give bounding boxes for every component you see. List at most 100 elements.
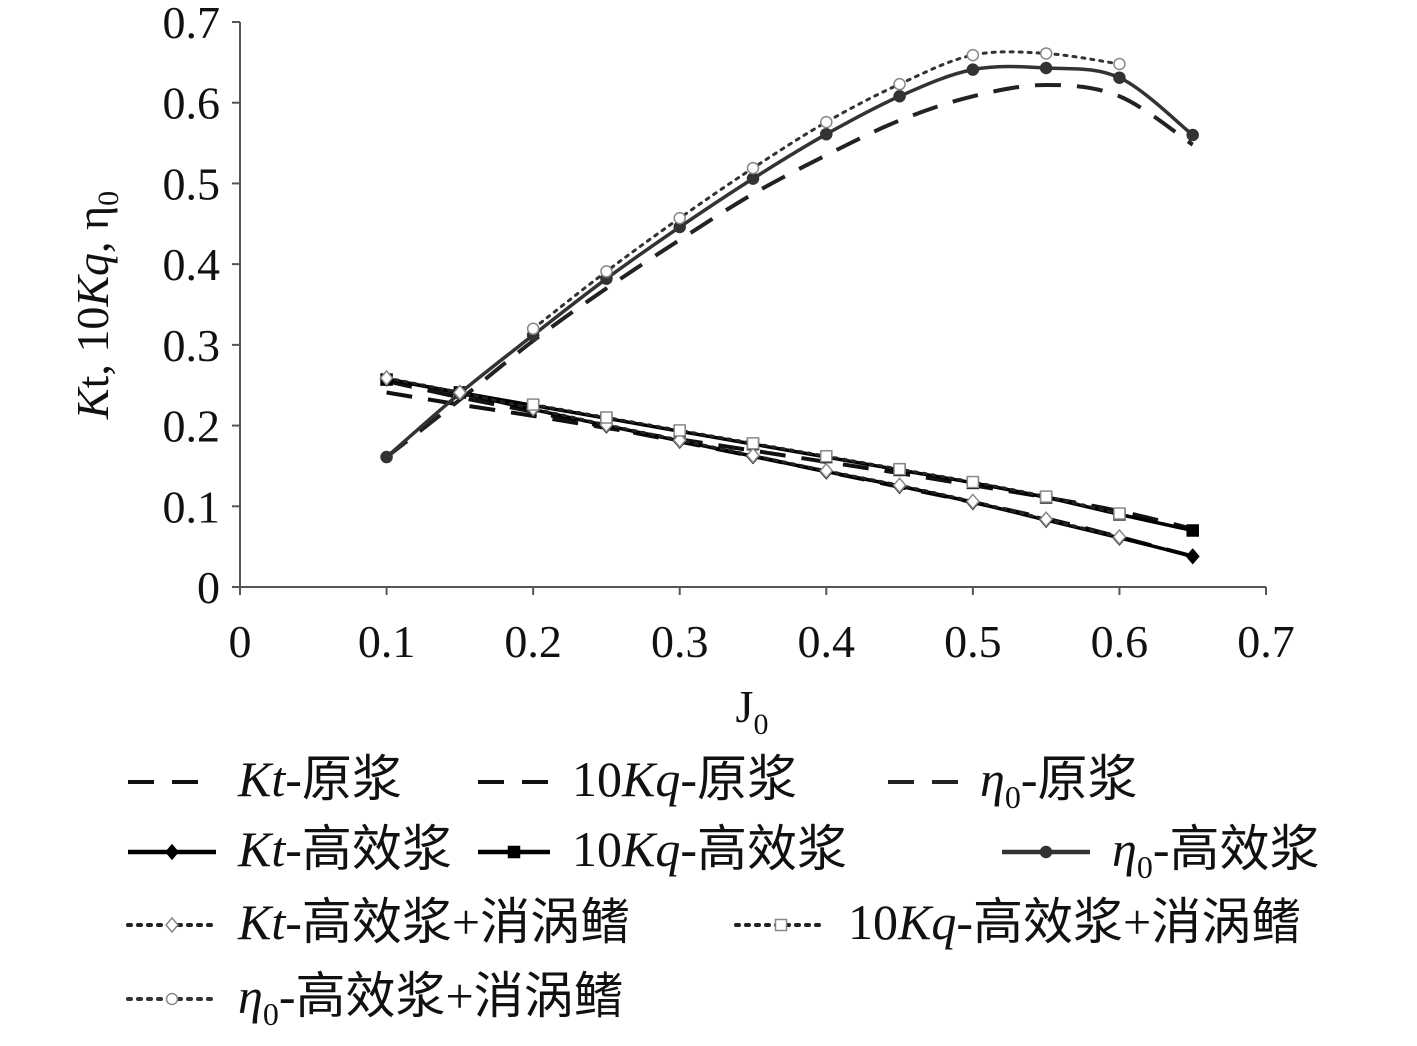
point-eta_fin bbox=[673, 211, 686, 225]
point-eta_high bbox=[1039, 61, 1053, 75]
series-line-eta_fin bbox=[531, 50, 1121, 331]
series-line-kt_orig bbox=[386, 379, 1194, 559]
x-axis-ticks: 0 0.1 0.2 0.3 0.4 0.5 0.6 0.7 bbox=[229, 587, 1295, 667]
legend-label: 10Kq-高效浆 bbox=[572, 821, 847, 877]
point-kt_fin bbox=[892, 477, 907, 494]
series-line-kt_high bbox=[386, 377, 1194, 559]
legend-item-eta_high: η0-高效浆 bbox=[1002, 821, 1319, 885]
legend-marker bbox=[507, 845, 521, 859]
y-tick-label: 0.7 bbox=[163, 0, 221, 48]
y-axis-ticks: 0 0.1 0.2 0.3 0.4 0.5 0.6 0.7 bbox=[163, 0, 240, 613]
point-kt_fin bbox=[379, 369, 394, 387]
x-tick-label: 0.1 bbox=[358, 616, 416, 667]
legend-label: η0-高效浆+消涡鳍 bbox=[238, 968, 624, 1032]
point-eta_fin bbox=[600, 265, 613, 278]
x-tick-label: 0.6 bbox=[1091, 616, 1149, 667]
legend-item-kt_orig: Kt-原浆 bbox=[128, 751, 402, 807]
plot-area: 0 0.1 0.2 0.3 0.4 0.5 0.6 0.7 00.10.20.30.40.50… bbox=[163, 0, 1295, 667]
y-tick-label: 0 bbox=[197, 562, 220, 613]
point-eta_high bbox=[966, 63, 980, 76]
legend-item-kq_fin: 10Kq-高效浆+消涡鳍 bbox=[734, 894, 1301, 950]
point-eta_fin bbox=[746, 161, 760, 175]
legend-item-kq_high: 10Kq-高效浆 bbox=[478, 821, 847, 877]
point-eta_fin bbox=[893, 77, 906, 91]
point-eta_high bbox=[893, 90, 906, 103]
series-kt_fin bbox=[379, 369, 1127, 546]
series-eta_orig bbox=[385, 82, 1194, 459]
legend-label: η0-原浆 bbox=[980, 751, 1137, 815]
point-kt_fin bbox=[1039, 511, 1054, 528]
series-line-eta_high bbox=[385, 64, 1194, 459]
x-tick-label: 0 bbox=[229, 616, 252, 667]
point-kt_fin bbox=[746, 447, 760, 464]
point-kq_fin bbox=[600, 411, 613, 424]
point-kq_fin bbox=[526, 398, 540, 411]
point-kt_high bbox=[1185, 548, 1200, 565]
legend: Kt-原浆 10Kq-原浆 η0-原浆 Kt-高效浆 10Kq-高效浆 η0-高效浆 Kt-… bbox=[126, 751, 1319, 1032]
legend-marker bbox=[165, 992, 179, 1006]
x-tick-label: 0.2 bbox=[504, 616, 562, 667]
point-kt_fin bbox=[965, 493, 980, 510]
x-axis-title: J0 bbox=[736, 681, 769, 741]
point-eta_high bbox=[746, 172, 760, 185]
legend-item-kt_high: Kt-高效浆 bbox=[128, 821, 452, 877]
series-eta_fin bbox=[526, 47, 1126, 335]
series-line-eta_orig bbox=[385, 82, 1194, 459]
point-eta_high bbox=[380, 450, 393, 464]
point-kq_fin bbox=[1039, 490, 1053, 503]
legend-label: 10Kq-原浆 bbox=[572, 751, 797, 807]
legend-label: Kt-高效浆 bbox=[237, 821, 452, 877]
point-eta_high bbox=[820, 127, 833, 141]
x-tick-label: 0.5 bbox=[944, 616, 1002, 667]
series-kq_orig bbox=[386, 390, 1194, 531]
y-tick-label: 0.4 bbox=[163, 239, 221, 290]
point-eta_fin bbox=[1039, 47, 1053, 60]
y-tick-label: 0.5 bbox=[163, 158, 221, 209]
point-eta_fin bbox=[526, 322, 540, 335]
legend-marker bbox=[165, 843, 179, 861]
point-eta_fin bbox=[1113, 57, 1126, 71]
legend-marker bbox=[165, 916, 179, 934]
point-eta_fin bbox=[820, 115, 833, 129]
point-kq_fin bbox=[673, 424, 686, 437]
point-eta_high bbox=[1113, 71, 1126, 84]
series-layer bbox=[379, 47, 1200, 565]
y-tick-label: 0.1 bbox=[163, 481, 221, 532]
x-tick-label: 0.3 bbox=[651, 616, 709, 667]
point-kq_fin bbox=[1113, 507, 1126, 520]
point-kt_fin bbox=[1112, 528, 1127, 546]
series-line-kq_orig bbox=[386, 390, 1194, 531]
x-tick-label: 0.7 bbox=[1237, 616, 1295, 667]
legend-item-kt_fin: Kt-高效浆+消涡鳍 bbox=[126, 894, 630, 950]
point-kt_fin bbox=[452, 384, 467, 401]
point-eta_high bbox=[1186, 128, 1199, 142]
x-tick-label: 0.4 bbox=[798, 616, 856, 667]
legend-label: Kt-原浆 bbox=[237, 751, 402, 807]
y-tick-label: 0.2 bbox=[163, 401, 221, 452]
series-line-kq_high bbox=[386, 377, 1194, 533]
point-eta_fin bbox=[966, 48, 980, 62]
series-kq_high bbox=[380, 373, 1199, 537]
legend-marker bbox=[1039, 845, 1053, 859]
series-kq_fin bbox=[526, 398, 1126, 520]
point-kq_fin bbox=[746, 437, 760, 450]
point-kq_fin bbox=[820, 449, 833, 463]
point-kq_fin bbox=[966, 475, 980, 489]
legend-label: η0-高效浆 bbox=[1112, 821, 1319, 885]
point-kq_high bbox=[1186, 524, 1199, 537]
legend-label: 10Kq-高效浆+消涡鳍 bbox=[848, 894, 1301, 950]
point-kt_fin bbox=[819, 462, 834, 479]
series-line-kt_fin bbox=[385, 376, 1121, 539]
legend-marker bbox=[774, 918, 788, 932]
legend-item-eta_orig: η0-原浆 bbox=[888, 751, 1137, 815]
legend-item-kq_orig: 10Kq-原浆 bbox=[478, 751, 797, 807]
series-kt_orig bbox=[386, 379, 1194, 559]
y-tick-label: 0.6 bbox=[163, 78, 221, 129]
legend-item-eta_fin: η0-高效浆+消涡鳍 bbox=[126, 968, 624, 1032]
legend-label: Kt-高效浆+消涡鳍 bbox=[237, 894, 630, 950]
y-tick-label: 0.3 bbox=[163, 320, 221, 371]
y-axis-title: Kt, 10Kq, η0 bbox=[67, 191, 125, 420]
point-kq_fin bbox=[893, 462, 906, 476]
axes bbox=[239, 22, 1266, 588]
